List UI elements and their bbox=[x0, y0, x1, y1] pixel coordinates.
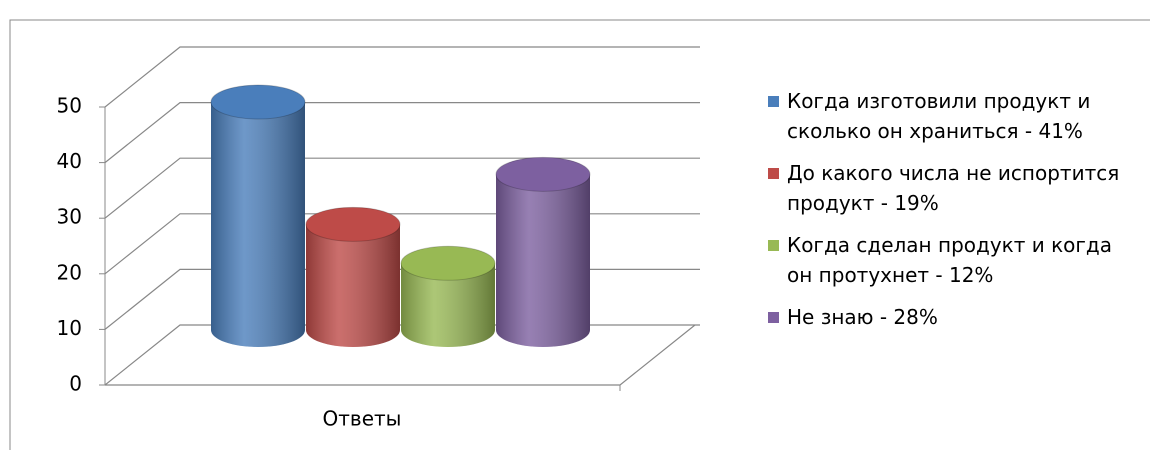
y-tick-label: 20 bbox=[57, 260, 82, 284]
cylinder bbox=[400, 245, 496, 347]
grid-line bbox=[104, 157, 700, 219]
legend-item: Когда изготовили продукт и сколько он хр… bbox=[768, 86, 1138, 146]
grid-line bbox=[104, 101, 700, 164]
legend: Когда изготовили продукт и сколько он хр… bbox=[768, 86, 1138, 344]
cylinder bbox=[305, 206, 401, 347]
y-tick-label: 30 bbox=[57, 205, 82, 229]
cylinder-shade bbox=[401, 263, 495, 347]
y-tick-label: 40 bbox=[57, 149, 82, 173]
legend-item: До какого числа не испортится продукт - … bbox=[768, 158, 1138, 218]
legend-label: До какого числа не испортится продукт - … bbox=[787, 161, 1120, 215]
y-tick-label: 0 bbox=[69, 372, 82, 396]
legend-label: Не знаю - 28% bbox=[787, 305, 938, 329]
chart-border bbox=[9, 19, 1150, 450]
cylinder-shade bbox=[496, 174, 590, 347]
x-tick-label: Ответы bbox=[323, 407, 402, 431]
y-tick-label: 10 bbox=[57, 316, 82, 340]
legend-swatch bbox=[768, 312, 779, 323]
y-tick-label: 50 bbox=[57, 94, 82, 118]
cylinder-top bbox=[305, 206, 401, 242]
cylinder-shade bbox=[306, 224, 400, 347]
legend-item: Не знаю - 28% bbox=[768, 302, 1138, 332]
cylinder-shade bbox=[211, 102, 305, 347]
cylinder-top bbox=[400, 245, 496, 281]
cylinder-top bbox=[210, 84, 306, 120]
legend-swatch bbox=[768, 168, 779, 179]
legend-label: Когда изготовили продукт и сколько он хр… bbox=[787, 89, 1091, 143]
cylinder bbox=[495, 156, 591, 347]
cylinder-top bbox=[495, 156, 591, 192]
legend-label: Когда сделан продукт и когда он протухне… bbox=[787, 233, 1113, 287]
legend-swatch bbox=[768, 240, 779, 251]
cylinder bbox=[210, 84, 306, 347]
legend-swatch bbox=[768, 96, 779, 107]
legend-item: Когда сделан продукт и когда он протухне… bbox=[768, 230, 1138, 290]
floor bbox=[105, 324, 696, 386]
grid-line bbox=[104, 46, 700, 108]
